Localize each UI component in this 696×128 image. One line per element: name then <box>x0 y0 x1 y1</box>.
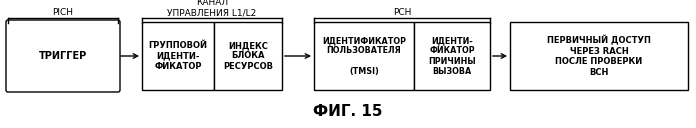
Text: ИДЕНТИ-
ФИКАТОР
ПРИЧИНЫ
ВЫЗОВА: ИДЕНТИ- ФИКАТОР ПРИЧИНЫ ВЫЗОВА <box>428 36 476 76</box>
Text: КАНАЛ
УПРАВЛЕНИЯ L1/L2: КАНАЛ УПРАВЛЕНИЯ L1/L2 <box>167 0 257 17</box>
Text: PICH: PICH <box>52 8 74 17</box>
FancyBboxPatch shape <box>6 20 120 92</box>
Text: ФИГ. 15: ФИГ. 15 <box>313 104 383 120</box>
Bar <box>510 22 688 90</box>
Text: ИНДЕКС
БЛОКА
РЕСУРСОВ: ИНДЕКС БЛОКА РЕСУРСОВ <box>223 41 273 71</box>
Text: ИДЕНТИФИКАТОР
ПОЛЬЗОВАТЕЛЯ

(TMSI): ИДЕНТИФИКАТОР ПОЛЬЗОВАТЕЛЯ (TMSI) <box>322 36 406 76</box>
Bar <box>314 22 414 90</box>
Bar <box>142 22 214 90</box>
Text: PCH: PCH <box>393 8 411 17</box>
Text: ТРИГГЕР: ТРИГГЕР <box>39 51 87 61</box>
Text: ГРУППОВОЙ
ИДЕНТИ-
ФИКАТОР: ГРУППОВОЙ ИДЕНТИ- ФИКАТОР <box>148 41 207 71</box>
Text: ПЕРВИЧНЫЙ ДОСТУП
ЧЕРЕЗ RACH
ПОСЛЕ ПРОВЕРКИ
BCH: ПЕРВИЧНЫЙ ДОСТУП ЧЕРЕЗ RACH ПОСЛЕ ПРОВЕР… <box>547 35 651 77</box>
Bar <box>414 22 490 90</box>
Bar <box>214 22 282 90</box>
